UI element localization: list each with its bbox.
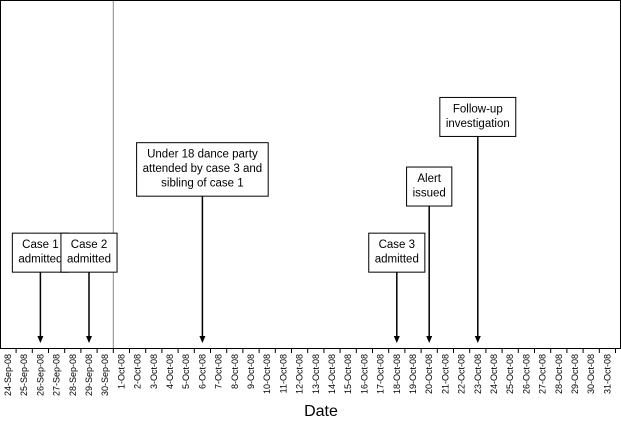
x-tick-label: 9-Oct-08	[246, 354, 256, 389]
x-tick-label: 3-Oct-08	[149, 354, 159, 389]
event-label: Follow-up	[453, 103, 503, 115]
event-arrowhead	[426, 336, 433, 343]
event-annotation: Case 3 admitted	[368, 232, 426, 343]
event-label: Alert	[417, 173, 441, 185]
event-arrowhead	[199, 336, 206, 343]
event-annotation: Case 2 admitted	[60, 232, 118, 343]
x-tick-label: 27-Oct-08	[538, 354, 548, 394]
event-annotation: Alert issued	[406, 166, 453, 343]
event-arrowhead	[37, 336, 44, 343]
event-box	[368, 232, 426, 273]
x-tick-label: 30-Oct-08	[586, 354, 596, 394]
x-tick-label: 30-Sep-08	[100, 354, 110, 396]
x-tick-label: 29-Oct-08	[570, 354, 580, 394]
event-label: investigation	[446, 118, 510, 130]
x-tick-label: 7-Oct-08	[214, 354, 224, 389]
event-annotation: Case 1 admitted	[11, 232, 69, 343]
x-tick-label: 15-Oct-08	[343, 354, 353, 394]
x-tick-label: 8-Oct-08	[230, 354, 240, 389]
event-label: admitted	[18, 254, 62, 266]
x-tick-label: 24-Oct-08	[489, 354, 499, 394]
event-label: Case 2	[71, 239, 107, 251]
event-label: admitted	[375, 254, 419, 266]
event-label: sibling of case 1	[161, 178, 243, 190]
event-arrowhead	[86, 336, 92, 343]
x-tick-label: 26-Oct-08	[521, 354, 531, 394]
x-tick-label: 20-Oct-08	[424, 354, 434, 394]
event-box	[439, 96, 517, 137]
x-tick-label: 25-Sep-08	[19, 354, 29, 396]
event-label: Case 3	[379, 239, 415, 251]
x-tick-label: 12-Oct-08	[295, 354, 305, 394]
plot-frame	[0, 0, 621, 349]
x-tick-label: 13-Oct-08	[311, 354, 321, 394]
event-box	[60, 232, 118, 273]
event-box	[11, 232, 69, 273]
x-tick-label: 29-Sep-08	[84, 354, 94, 396]
x-tick-label: 17-Oct-08	[376, 354, 386, 394]
x-tick-label: 1-Oct-08	[116, 354, 126, 389]
x-tick-label: 21-Oct-08	[440, 354, 450, 394]
x-axis-label: Date	[304, 403, 338, 420]
x-tick-label: 26-Sep-08	[35, 354, 45, 396]
x-tick-label: 25-Oct-08	[505, 354, 515, 394]
event-label: issued	[413, 188, 446, 200]
event-label: admitted	[67, 254, 111, 266]
x-tick-label: 4-Oct-08	[165, 354, 175, 389]
x-tick-label: 28-Sep-08	[68, 354, 78, 396]
x-tick-label: 31-Oct-08	[602, 354, 612, 394]
event-label: Under 18 dance party	[147, 149, 258, 161]
x-tick-label: 24-Sep-08	[3, 354, 13, 396]
x-tick-label: 11-Oct-08	[278, 354, 288, 393]
x-tick-label: 10-Oct-08	[262, 354, 272, 394]
event-label: Case 1	[22, 239, 58, 251]
x-tick-label: 14-Oct-08	[327, 354, 337, 394]
x-tick-label: 27-Sep-08	[52, 354, 62, 396]
x-tick-label: 2-Oct-08	[133, 354, 143, 389]
x-tick-label: 18-Oct-08	[392, 354, 402, 394]
event-arrowhead	[474, 336, 481, 343]
x-tick-label: 19-Oct-08	[408, 354, 418, 394]
event-annotation: Under 18 dance party attended by case 3 a…	[136, 142, 269, 343]
x-tick-label: 5-Oct-08	[181, 354, 191, 389]
event-label: attended by case 3 and	[143, 163, 263, 175]
event-arrowhead	[393, 336, 400, 343]
x-tick-label: 28-Oct-08	[554, 354, 564, 394]
event-annotation: Follow-up investigation	[439, 96, 517, 343]
x-tick-label: 16-Oct-08	[359, 354, 369, 394]
x-tick-label: 6-Oct-08	[197, 354, 207, 389]
event-box	[136, 142, 269, 197]
x-tick-label: 22-Oct-08	[457, 354, 467, 394]
x-tick-label: 23-Oct-08	[473, 354, 483, 394]
